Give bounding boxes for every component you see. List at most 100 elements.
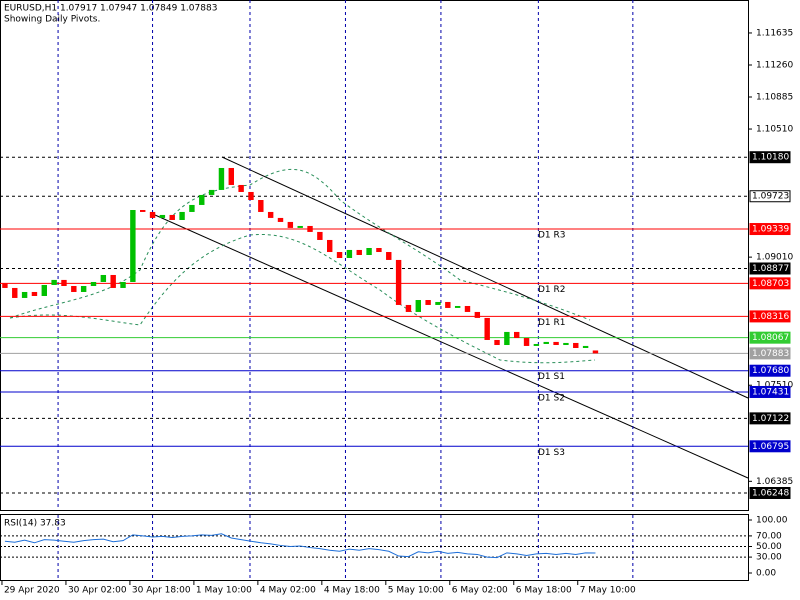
candle-body [71,285,77,292]
x-tick-label: 1 May 10:00 [196,586,252,596]
price-level-label: 1.06248 [752,489,789,499]
price-level-box [749,385,791,398]
candle-body [445,301,451,308]
candle-body [110,274,116,288]
candle-body [159,214,166,218]
candle-body [228,167,234,185]
pivot-label: D1 R2 [538,285,566,295]
candle-body [425,300,431,305]
y-tick-label: 1.06385 [756,477,793,487]
pivot-label: D1 S1 [538,372,565,382]
price-level-box [749,223,791,236]
candle-body [533,343,540,346]
candle-body [41,284,47,296]
x-tick-label: 29 Apr 2020 [4,586,60,596]
price-level-label: 1.09339 [752,225,789,235]
channel-upper [221,156,749,399]
candle-body [120,281,126,288]
candle-body [543,341,549,344]
price-level-label: 1.07431 [752,387,789,397]
price-level-box [749,262,791,275]
candle-body [169,214,175,220]
pivot-label: D1 S3 [538,448,565,458]
price-level-box [749,310,791,323]
candle-body [494,339,500,346]
candle-body [218,167,225,190]
candle-body [140,209,146,212]
candle-body [523,338,530,346]
candle-body [21,291,28,298]
chart-title: EURUSD,H1 1.07917 1.07947 1.07849 1.0788… [4,4,217,14]
price-level-label: 1.07122 [752,414,789,424]
price-level-box [749,364,791,377]
candle-body [80,285,87,292]
rsi-y-tick-label: 0.00 [756,569,776,579]
candle-body [31,291,38,296]
x-tick-label: 6 May 18:00 [516,586,572,596]
main-frame [0,0,749,511]
candle-body [386,252,392,260]
candle-body [592,350,599,354]
price-level-box [749,331,791,344]
candle-body [415,300,421,312]
rsi-y-tick-label: 50.00 [756,542,782,552]
candle-body [179,211,185,220]
pivot-label: D1 R1 [538,318,566,328]
rsi-title: RSI(14) 37.83 [4,519,66,529]
candle-body [336,252,343,258]
rsi-frame [0,514,749,581]
x-tick-label: 4 May 02:00 [260,586,316,596]
candle-body [464,305,471,312]
price-level-label: 1.10180 [752,153,789,163]
candle-body [149,211,156,218]
price-level-box [749,487,791,500]
candle-body [356,249,362,255]
candle-body [484,317,490,340]
envelope-lower [9,233,596,364]
x-tick-label: 7 May 10:00 [580,586,636,596]
rsi-y-tick-label: 100.00 [756,516,788,526]
price-level-box [749,412,791,425]
y-tick-label: 1.09010 [756,253,793,263]
x-tick-label: 4 May 18:00 [324,586,380,596]
price-level-label: 1.08703 [752,279,789,289]
price-level-label: 1.08877 [752,264,789,274]
pivot-label: D1 S2 [538,393,565,403]
candle-body [376,247,382,253]
rsi-y-tick-label: 70.00 [756,531,782,541]
candle-body [297,225,303,228]
candle-body [258,200,264,212]
price-level-label: 1.09723 [752,192,789,202]
rsi-line [4,533,596,559]
candle-body [553,341,559,346]
price-level-label: 1.06795 [752,442,789,452]
x-tick-label: 30 Apr 02:00 [68,586,127,596]
candle-body [51,279,57,285]
candle-body [238,184,244,192]
candle-body [582,345,589,348]
x-tick-label: 5 May 10:00 [388,586,444,596]
candle-body [317,231,323,240]
channel-lower [154,214,749,479]
price-level-label: 1.08067 [752,333,789,343]
y-tick-label: 1.07510 [756,381,793,391]
candle-body [563,342,569,346]
candle-body [61,279,67,286]
candle-body [2,283,8,288]
candle-body [395,259,402,305]
candle-body [199,194,205,205]
candle-body [346,249,353,258]
candle-body [208,189,215,195]
candle-body [366,247,372,255]
candle-body [287,221,294,228]
candle-body [277,217,284,222]
price-level-label: 1.07883 [752,349,789,359]
pivot-label: D1 R3 [538,231,566,241]
y-tick-label: 1.11635 [756,28,793,38]
candle-body [327,239,333,253]
price-level-label: 1.07680 [752,366,789,376]
price-level-box [749,347,791,360]
candle-body [573,342,579,348]
y-tick-label: 1.10510 [756,125,793,135]
candle-body [307,225,313,232]
